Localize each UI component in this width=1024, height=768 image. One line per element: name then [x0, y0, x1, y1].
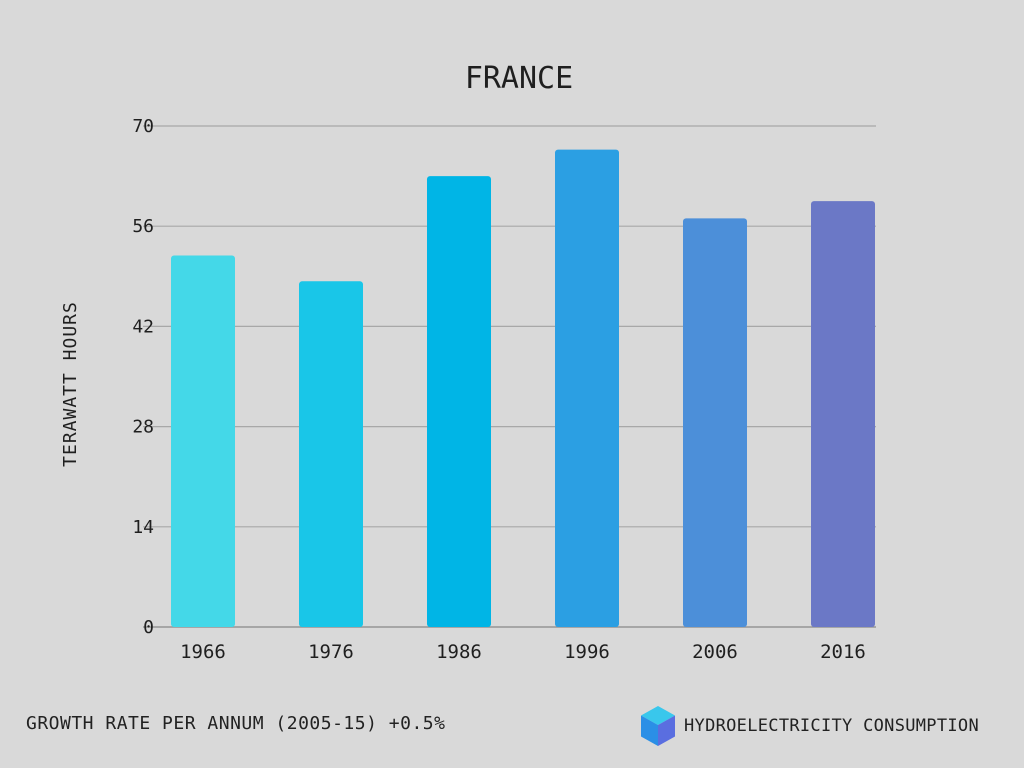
legend-label: HYDROELECTRICITY CONSUMPTION	[684, 716, 979, 736]
growth-rate-note: GROWTH RATE PER ANNUM (2005-15) +0.5%	[26, 713, 446, 734]
y-tick-label: 56	[132, 216, 154, 237]
cube-icon	[641, 706, 675, 746]
x-tick-label: 1986	[436, 641, 482, 663]
bar-2006	[683, 218, 747, 627]
gridlines	[143, 125, 876, 628]
x-tick-label: 2006	[692, 641, 738, 663]
x-tick-label: 2016	[820, 641, 866, 663]
tick-labels: 0 14 28 42 56 70 1966 1976 1986 1996 2006 2016	[132, 116, 866, 663]
bar-1986	[427, 176, 491, 627]
y-tick-label: 70	[132, 116, 154, 137]
bar-1966	[171, 255, 235, 627]
bar-1996	[555, 149, 619, 627]
bar-2016	[811, 201, 875, 627]
chart-title: FRANCE	[465, 61, 573, 96]
y-tick-label: 14	[132, 517, 154, 538]
bar-1976	[299, 281, 363, 627]
y-tick-label: 28	[132, 417, 154, 438]
legend: HYDROELECTRICITY CONSUMPTION	[640, 704, 979, 748]
x-tick-label: 1976	[308, 641, 354, 663]
x-tick-label: 1996	[564, 641, 610, 663]
y-tick-label: 0	[143, 617, 154, 638]
y-axis-label: TERAWATT HOURS	[60, 301, 81, 467]
y-tick-label: 42	[132, 316, 154, 337]
bars	[171, 149, 875, 627]
x-tick-label: 1966	[180, 641, 226, 663]
bar-chart: FRANCE TERAWATT HOURS 0 14 28 42 56 70 1966 197…	[60, 61, 876, 663]
